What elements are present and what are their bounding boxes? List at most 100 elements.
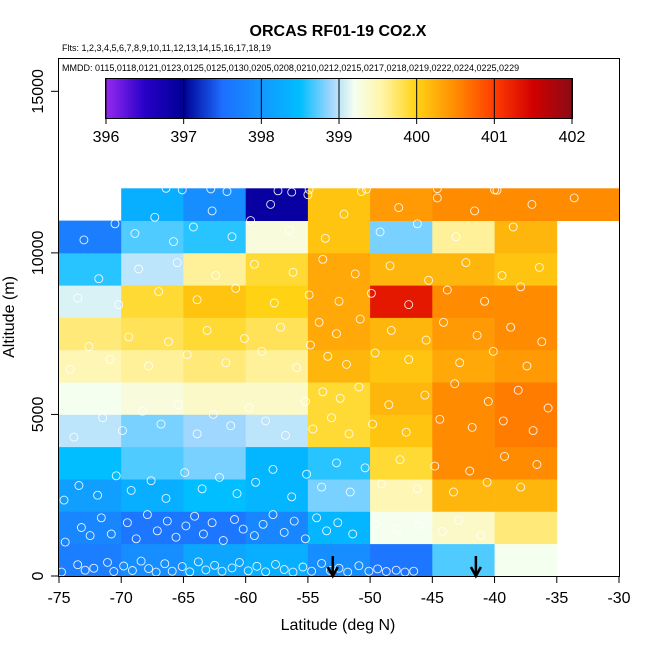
colorbar-segment <box>168 79 171 118</box>
colorbar-segment <box>230 79 233 118</box>
colorbar-segment <box>196 79 199 118</box>
sample-point <box>119 561 129 571</box>
colorbar-segment <box>350 79 353 118</box>
colorbar-segment <box>478 79 481 118</box>
sample-point <box>161 183 171 193</box>
sample-point <box>437 526 447 536</box>
sample-point <box>354 382 364 392</box>
heat-cell <box>245 285 309 318</box>
heat-cell <box>432 349 495 383</box>
sample-point <box>304 290 314 300</box>
sample-point <box>483 397 493 406</box>
sample-point <box>289 516 299 526</box>
sample-point <box>442 285 452 295</box>
colorbar-tick-label: 401 <box>481 129 508 146</box>
heat-cell <box>494 446 558 480</box>
colorbar-segment <box>118 79 121 118</box>
colorbar-segment <box>488 79 491 118</box>
sample-point <box>386 325 396 335</box>
colorbar-segment <box>254 79 257 118</box>
colorbar-segment <box>366 79 369 118</box>
colorbar-segment <box>542 79 545 118</box>
colorbar-segment <box>364 79 367 118</box>
sample-point <box>144 361 154 371</box>
colorbar-segment <box>362 79 365 118</box>
colorbar-segment <box>504 79 507 118</box>
colorbar-segment <box>318 79 321 118</box>
colorbar-segment <box>110 79 113 118</box>
colorbar-segment <box>108 79 111 118</box>
colorbar-segment <box>462 79 465 118</box>
sample-point <box>513 385 523 395</box>
colorbar-segment <box>396 79 399 118</box>
sample-point <box>134 264 144 274</box>
colorbar-segment <box>316 79 319 118</box>
heat-cell <box>59 511 122 545</box>
sample-point <box>498 416 508 426</box>
sample-point <box>230 515 239 524</box>
colorbar-segment <box>346 79 349 118</box>
colorbar-segment <box>192 79 195 118</box>
sample-point <box>109 567 119 576</box>
colorbar-segment <box>468 79 471 118</box>
sample-point <box>404 300 414 310</box>
colorbar-segment <box>532 79 535 118</box>
colorbar-segment <box>570 79 573 118</box>
colorbar-segment <box>210 79 213 118</box>
colorbar-segment <box>556 79 559 118</box>
colorbar-segment <box>220 79 223 118</box>
colorbar-segment <box>436 79 439 118</box>
colorbar-segment <box>296 79 299 118</box>
colorbar-segment <box>476 79 479 118</box>
colorbar-segment <box>262 79 265 118</box>
colorbar-segment <box>344 79 347 118</box>
colorbar-segment <box>332 79 335 118</box>
colorbar-segment <box>124 79 127 118</box>
colorbar-segment <box>162 79 165 118</box>
sample-point <box>156 419 166 429</box>
colorbar-segment <box>394 79 397 118</box>
sample-point <box>65 364 75 374</box>
y-axis: 0 5000 10000 15000 <box>30 69 59 580</box>
colorbar-segment <box>218 79 221 118</box>
colorbar-segment <box>342 79 345 118</box>
heat-cell <box>245 220 309 254</box>
colorbar-segment <box>528 79 531 118</box>
sample-point <box>345 487 355 497</box>
colorbar-segment <box>138 79 141 118</box>
colorbar-segment <box>506 79 509 118</box>
colorbar-segment <box>282 79 285 118</box>
heat-cell <box>183 479 246 512</box>
colorbar-segment <box>360 79 363 118</box>
sample-point <box>430 461 440 471</box>
sample-point <box>480 296 490 306</box>
colorbar-segment <box>484 79 487 118</box>
sample-point <box>89 563 99 573</box>
colorbar-ticks: 396 397 398 399 400 401 402 <box>93 79 585 146</box>
x-tick-label: -75 <box>47 590 70 607</box>
sample-point <box>348 529 358 539</box>
colorbar-segment <box>534 79 537 118</box>
colorbar-segment <box>234 79 237 118</box>
sample-point <box>185 567 195 577</box>
sample-point <box>412 484 422 494</box>
sample-point <box>160 559 170 569</box>
sample-point <box>409 566 419 576</box>
heat-cell <box>307 446 371 480</box>
x-tick-label: -35 <box>545 590 568 607</box>
colorbar-segment <box>278 79 281 118</box>
sample-point <box>287 187 297 197</box>
sample-point <box>271 559 280 569</box>
heat-cell <box>494 285 558 318</box>
sample-point <box>302 469 312 479</box>
x-axis: -75 -70 -65 -60 -55 -50 -45 -40 -35 -30 <box>47 576 631 607</box>
sample-point <box>508 222 518 232</box>
sample-point <box>476 531 486 541</box>
colorbar-segment <box>336 79 339 118</box>
heat-cell <box>245 543 309 577</box>
colorbar-segment <box>156 79 159 118</box>
sample-point <box>202 325 212 335</box>
heat-cell <box>307 252 371 286</box>
colorbar-segment <box>498 79 501 118</box>
colorbar-segment <box>418 79 421 118</box>
